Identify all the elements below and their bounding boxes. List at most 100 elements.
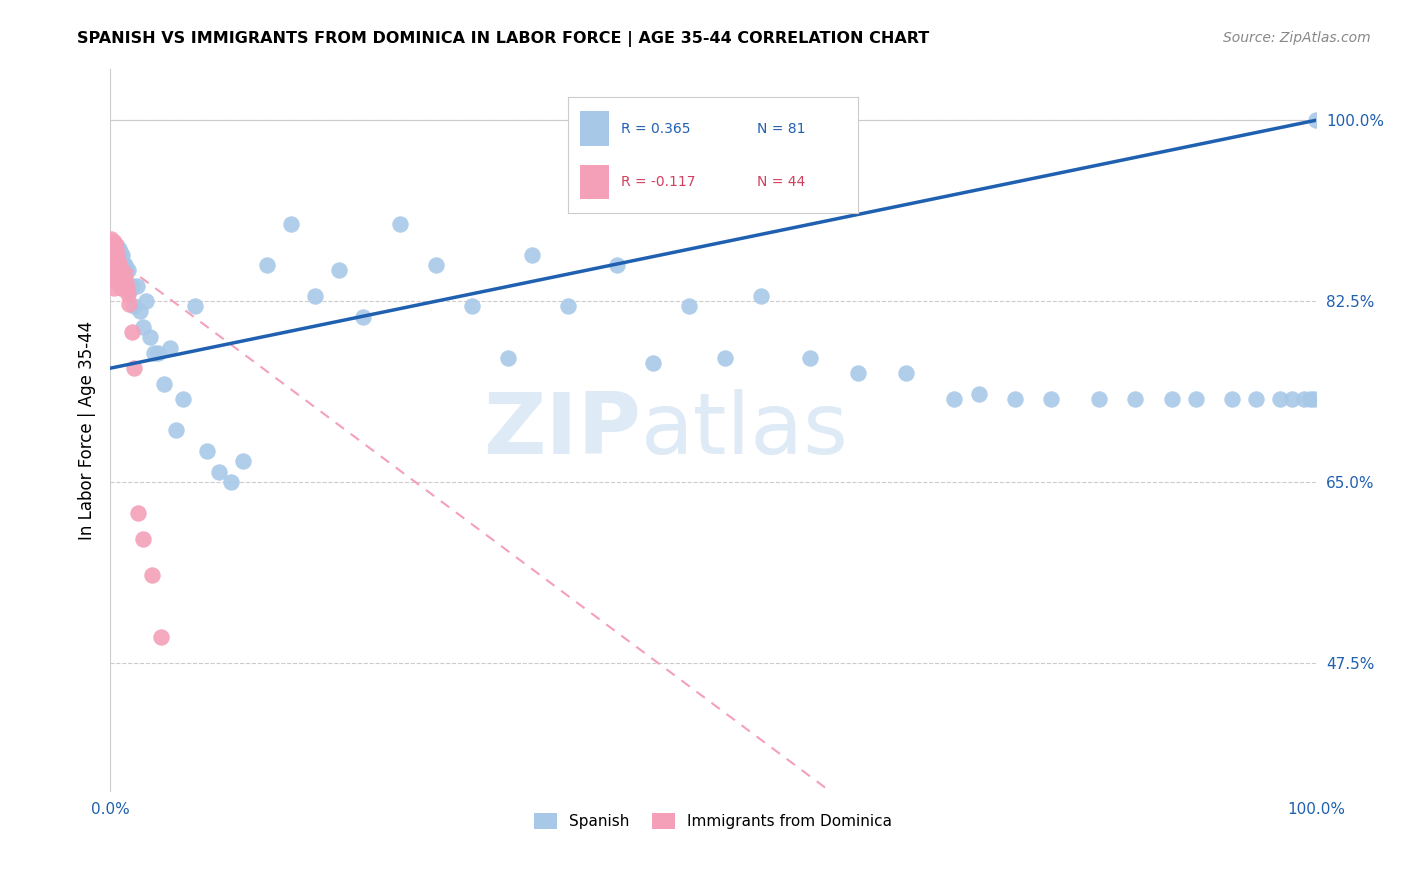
Text: SPANISH VS IMMIGRANTS FROM DOMINICA IN LABOR FORCE | AGE 35-44 CORRELATION CHART: SPANISH VS IMMIGRANTS FROM DOMINICA IN L… [77,31,929,47]
Point [799,351,821,365]
Point [104,245,127,260]
Point [641,356,664,370]
Point [100,239,122,253]
Point [496,351,519,365]
Point [522,247,544,261]
Point [1123,392,1146,407]
Point [461,299,484,313]
Point [943,392,966,407]
Point [117,286,139,301]
Point [108,245,131,260]
Point [105,239,128,253]
Point [103,243,125,257]
Point [256,258,278,272]
Point [135,294,157,309]
Point [219,475,242,489]
Point [111,268,134,283]
Point [104,256,127,270]
Text: atlas: atlas [641,389,849,472]
Point [108,260,131,274]
Point [967,387,990,401]
Point [108,273,131,287]
Point [111,263,134,277]
Point [115,280,138,294]
Point [606,258,628,272]
Point [195,444,218,458]
Point [105,263,128,277]
Point [1220,392,1243,407]
Point [125,278,148,293]
Point [100,250,122,264]
Y-axis label: In Labor Force | Age 35-44: In Labor Force | Age 35-44 [79,321,96,540]
Point [127,506,149,520]
Point [105,252,128,267]
Point [714,351,737,365]
Point [118,284,141,298]
Point [115,277,138,291]
Point [114,258,136,272]
Point [110,280,132,294]
Point [103,250,125,264]
Text: Source: ZipAtlas.com: Source: ZipAtlas.com [1223,31,1371,45]
Point [112,280,135,294]
Point [115,278,138,293]
Point [153,376,176,391]
Point [107,268,129,283]
Point [105,239,128,253]
Point [132,532,155,546]
Point [1039,392,1062,407]
Point [425,258,447,272]
Legend: Spanish, Immigrants from Dominica: Spanish, Immigrants from Dominica [527,806,898,835]
Point [1302,392,1324,407]
Point [557,299,579,313]
Point [1268,392,1291,407]
Point [388,217,411,231]
Point [108,260,131,274]
Point [110,250,132,264]
Point [104,266,127,280]
Point [103,256,125,270]
Point [148,345,170,359]
Point [104,260,127,274]
Point [105,260,128,274]
Point [107,256,129,270]
Point [166,423,188,437]
Point [118,297,141,311]
Point [117,263,139,277]
Point [1160,392,1182,407]
Point [142,345,165,359]
Point [114,270,136,285]
Point [1305,113,1327,128]
Point [846,367,869,381]
Point [115,263,138,277]
Point [111,247,134,261]
Point [304,289,326,303]
Point [183,299,205,313]
Point [101,235,124,249]
Point [105,256,128,270]
Point [132,319,155,334]
Point [1299,392,1322,407]
Point [159,341,181,355]
Point [101,243,124,257]
Point [112,277,135,291]
Point [104,237,127,252]
Point [172,392,194,407]
Point [101,250,124,264]
Point [103,235,125,249]
Point [103,258,125,272]
Point [328,263,350,277]
Point [1184,392,1206,407]
Point [105,263,128,277]
Point [124,299,146,313]
Point [280,217,302,231]
Point [352,310,374,324]
Point [1294,392,1316,407]
Point [103,266,125,280]
Point [149,630,172,644]
Point [232,454,254,468]
Point [101,243,124,257]
Point [121,325,143,339]
Point [678,299,700,313]
Point [1244,392,1267,407]
